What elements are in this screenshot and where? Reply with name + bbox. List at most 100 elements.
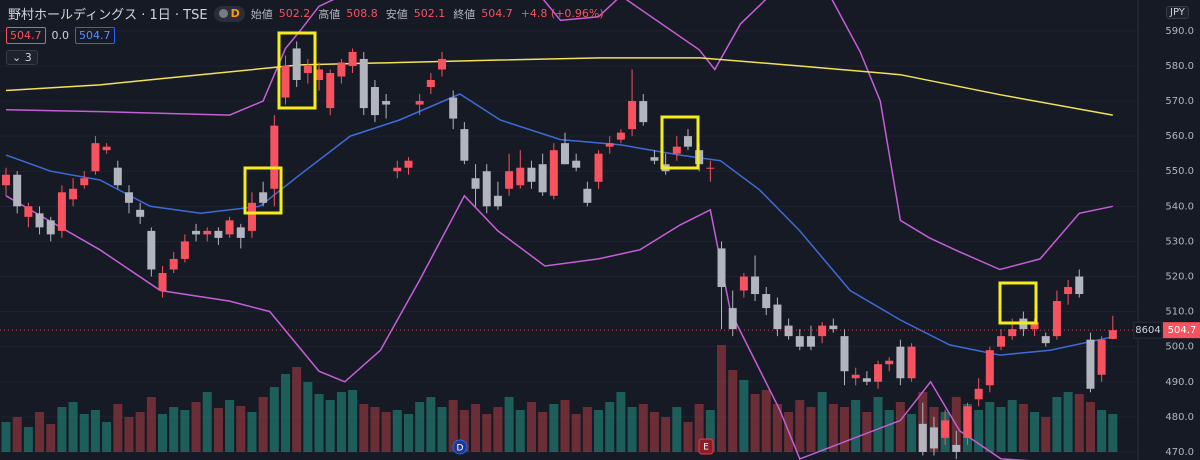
volume-bar (750, 394, 760, 452)
candle-body (818, 325, 827, 337)
event-markers: D E (452, 438, 714, 455)
indicator-line (5, 93, 1113, 356)
candle-body (1041, 336, 1050, 344)
candle-body (505, 171, 514, 189)
candle-body (639, 101, 648, 123)
volume-bar (79, 414, 89, 452)
y-tick-label: 480.0 (1165, 412, 1194, 423)
volume-bar (269, 387, 279, 452)
candle-body (147, 230, 156, 270)
volume-bar (46, 424, 56, 452)
dividend-marker-label: D (457, 444, 464, 454)
volume-bar (1052, 397, 1062, 452)
candle-body (225, 220, 234, 235)
indicator-count: 3 (24, 51, 32, 64)
spread: 0.0 (51, 29, 70, 42)
candle-body (605, 143, 614, 147)
volume-bar (1, 422, 11, 452)
volume-bar (985, 402, 995, 452)
volume-bar (594, 410, 604, 452)
volume-pane (1, 345, 1118, 452)
volume-bar (90, 410, 100, 452)
volume-bar (1018, 404, 1028, 452)
volume-bar (840, 407, 849, 452)
bid[interactable]: 504.7 (6, 27, 46, 44)
volume-bar (795, 400, 805, 452)
volume-bar (348, 390, 358, 452)
candle-body (628, 101, 637, 130)
candle-body (572, 160, 581, 168)
indicator-line (5, 0, 1113, 271)
volume-bar (1007, 400, 1017, 452)
dividend-marker[interactable] (452, 439, 468, 455)
candle-body (247, 202, 256, 231)
candle-body (840, 336, 849, 372)
candle-body (303, 65, 312, 73)
volume-bar (213, 408, 223, 452)
candle-body (516, 167, 525, 186)
candle-body (292, 48, 301, 80)
candle-body (561, 143, 569, 165)
price-tag (1163, 322, 1200, 339)
volume-bar (1030, 412, 1040, 452)
earnings-marker[interactable] (698, 438, 714, 455)
indicator-toggle[interactable]: ⌄ 3 (6, 50, 38, 65)
badge[interactable]: D (213, 5, 245, 22)
candle-body (751, 276, 760, 295)
candle-body (281, 65, 290, 98)
candle-body (1064, 287, 1073, 295)
highlight-box (277, 31, 317, 110)
currency[interactable]: JPY (1166, 6, 1189, 19)
volume-bar (996, 407, 1006, 452)
candle-body (426, 80, 435, 88)
volume-bar (717, 345, 727, 452)
highlights (243, 31, 1038, 325)
candle-body (236, 227, 245, 238)
ask[interactable]: 504.7 (75, 27, 115, 44)
y-tick-label: 500.0 (1165, 342, 1194, 353)
candle-body (896, 346, 905, 379)
volume-bar (1097, 410, 1107, 452)
volume-bar (392, 410, 402, 452)
candle-body (214, 230, 223, 238)
candle-body (952, 444, 961, 452)
y-tick-label: 510.0 (1165, 307, 1194, 318)
candle-body (415, 101, 424, 105)
y-tick-label: 470.0 (1165, 447, 1194, 458)
volume-bar (1074, 394, 1084, 452)
volume-bar (247, 412, 257, 452)
change: +4.8 (+0.96%) (520, 7, 604, 20)
candle-body (80, 178, 89, 186)
volume-bar (303, 382, 313, 452)
volume-bar (23, 427, 33, 452)
volume-bar (627, 407, 637, 452)
volume-bar (471, 404, 481, 452)
candle-body (527, 167, 536, 182)
candle-body (963, 406, 972, 438)
candle-body (1008, 329, 1017, 337)
volume-bar (68, 402, 78, 452)
volume-bar (649, 412, 659, 452)
candle-body (102, 146, 111, 151)
volume-bar (605, 402, 615, 452)
candle-body (136, 209, 145, 217)
volume-bar (381, 412, 391, 452)
candle-body (706, 167, 715, 169)
candle-body (806, 336, 815, 347)
volume-bar (191, 402, 201, 452)
volume-bar (325, 400, 335, 452)
volume-bar (459, 410, 469, 452)
candle-body (773, 304, 782, 330)
candle-body (46, 220, 55, 235)
volume-bar (1041, 417, 1051, 452)
low-label: 安値 (385, 7, 408, 21)
candle-body (862, 378, 871, 382)
volume-bar (828, 404, 838, 452)
volume-bar (694, 404, 704, 452)
legend-header: 野村ホールディングス · 1日 · TSE D 始値 502.2 高値 508.8 … (8, 4, 606, 23)
candle-body (1075, 276, 1084, 295)
candle-body (538, 164, 547, 193)
candle-body (683, 136, 692, 147)
volume-bar (482, 414, 492, 452)
close-value: 504.7 (481, 7, 513, 20)
